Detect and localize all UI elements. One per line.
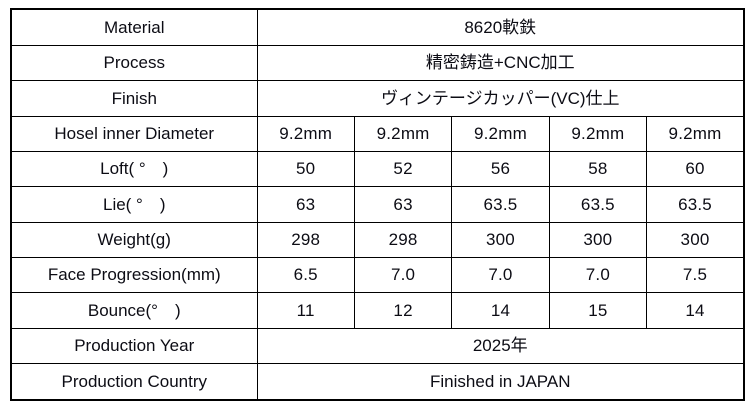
- hosel-diameter-cell: 9.2mm: [451, 115, 550, 152]
- table-row-weight: Weight(g) 298 298 300 300 300: [10, 221, 745, 259]
- row-label-face-progression: Face Progression(mm): [10, 256, 258, 294]
- table-row-finish: Finish ヴィンテージカッパー(VC)仕上: [10, 80, 745, 117]
- table-row-bounce: Bounce(° ) 11 12 14 15 14: [10, 292, 745, 329]
- row-label-process: Process: [10, 44, 258, 82]
- spec-table: Material 8620軟鉄 Process 精密鋳造+CNC加工 Finis…: [10, 8, 745, 401]
- table-row-hosel-diameter: Hosel inner Diameter 9.2mm 9.2mm 9.2mm 9…: [10, 115, 745, 152]
- row-label-production-year: Production Year: [10, 327, 258, 365]
- face-progression-cell: 6.5: [256, 256, 355, 294]
- face-progression-cell: 7.5: [646, 256, 745, 294]
- row-value-finish: ヴィンテージカッパー(VC)仕上: [256, 80, 745, 117]
- weight-cell: 300: [646, 221, 745, 259]
- table-row-face-progression: Face Progression(mm) 6.5 7.0 7.0 7.0 7.5: [10, 256, 745, 294]
- table-row-material: Material 8620軟鉄: [10, 8, 745, 46]
- loft-cell: 52: [353, 150, 453, 188]
- loft-cell: 58: [548, 150, 648, 188]
- weight-cell: 298: [353, 221, 453, 259]
- weight-cell: 300: [548, 221, 648, 259]
- hosel-diameter-cell: 9.2mm: [353, 115, 453, 152]
- lie-cell: 63.5: [646, 186, 745, 223]
- row-label-material: Material: [10, 8, 258, 46]
- row-label-loft: Loft( ° ): [10, 150, 258, 188]
- row-value-process: 精密鋳造+CNC加工: [256, 44, 745, 82]
- table-row-loft: Loft( ° ) 50 52 56 58 60: [10, 150, 745, 188]
- row-label-lie: Lie( ° ): [10, 186, 258, 223]
- row-value-material: 8620軟鉄: [256, 8, 745, 46]
- row-label-hosel-diameter: Hosel inner Diameter: [10, 115, 258, 152]
- bounce-cell: 14: [451, 292, 550, 329]
- face-progression-cell: 7.0: [451, 256, 550, 294]
- table-row-production-country: Production Country Finished in JAPAN: [10, 363, 745, 401]
- hosel-diameter-cell: 9.2mm: [646, 115, 745, 152]
- bounce-cell: 11: [256, 292, 355, 329]
- lie-cell: 63.5: [548, 186, 648, 223]
- loft-cell: 60: [646, 150, 745, 188]
- row-label-weight: Weight(g): [10, 221, 258, 259]
- weight-cell: 300: [451, 221, 550, 259]
- face-progression-cell: 7.0: [548, 256, 648, 294]
- row-label-production-country: Production Country: [10, 363, 258, 401]
- bounce-cell: 14: [646, 292, 745, 329]
- face-progression-cell: 7.0: [353, 256, 453, 294]
- row-value-production-country: Finished in JAPAN: [256, 363, 745, 401]
- lie-cell: 63.5: [451, 186, 550, 223]
- table-row-production-year: Production Year 2025年: [10, 327, 745, 365]
- weight-cell: 298: [256, 221, 355, 259]
- hosel-diameter-cell: 9.2mm: [256, 115, 355, 152]
- bounce-cell: 15: [548, 292, 648, 329]
- hosel-diameter-cell: 9.2mm: [548, 115, 648, 152]
- loft-cell: 50: [256, 150, 355, 188]
- row-value-production-year: 2025年: [256, 327, 745, 365]
- row-label-finish: Finish: [10, 80, 258, 117]
- lie-cell: 63: [353, 186, 453, 223]
- lie-cell: 63: [256, 186, 355, 223]
- row-label-bounce: Bounce(° ): [10, 292, 258, 329]
- bounce-cell: 12: [353, 292, 453, 329]
- table-row-process: Process 精密鋳造+CNC加工: [10, 44, 745, 82]
- loft-cell: 56: [451, 150, 550, 188]
- table-row-lie: Lie( ° ) 63 63 63.5 63.5 63.5: [10, 186, 745, 223]
